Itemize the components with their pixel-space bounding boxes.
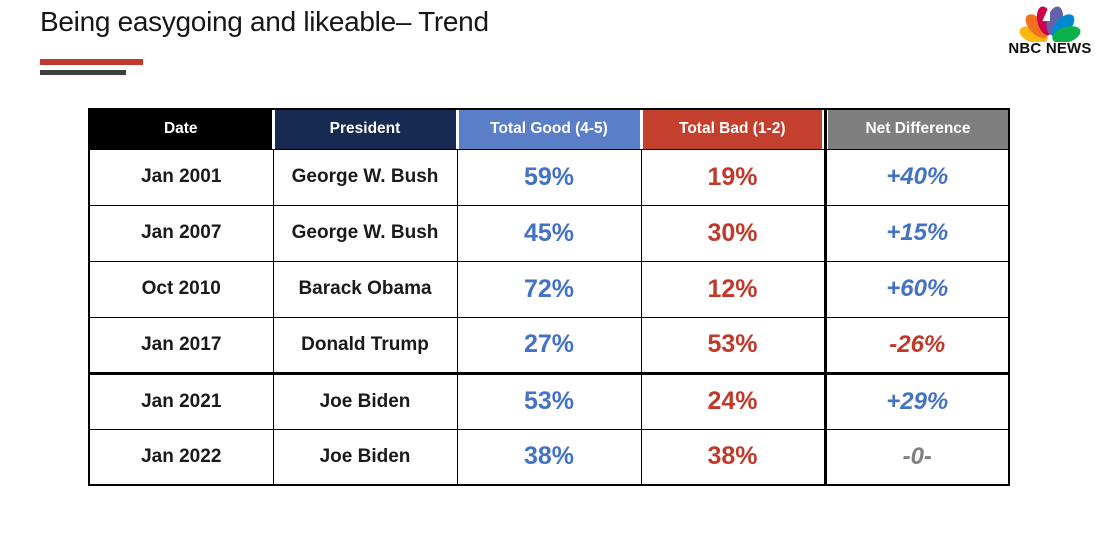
total-bad-cell: 12% — [640, 260, 826, 318]
president-cell: Joe Biden — [272, 371, 458, 430]
total-good-cell: 38% — [456, 428, 642, 486]
net-difference-cell: +29% — [823, 371, 1010, 430]
table-row: Jan 2001 George W. Bush 59% 19% +40% — [88, 148, 1010, 206]
total-good-cell: 59% — [456, 148, 642, 206]
title-underline-red-bar — [40, 59, 143, 65]
net-difference-cell: -0- — [823, 428, 1010, 486]
column-header-date: Date — [89, 109, 273, 150]
table-row: Jan 2007 George W. Bush 45% 30% +15% — [88, 204, 1010, 262]
net-difference-cell: +40% — [823, 148, 1010, 206]
total-good-cell: 53% — [456, 371, 642, 430]
nbc-peacock-icon — [1002, 2, 1098, 42]
column-header-total-good: Total Good (4-5) — [457, 109, 641, 150]
total-bad-cell: 24% — [640, 371, 826, 430]
president-cell: Barack Obama — [272, 260, 458, 318]
column-header-total-bad: Total Bad (1-2) — [641, 109, 825, 150]
net-difference-cell: -26% — [823, 316, 1010, 374]
total-good-cell: 27% — [456, 316, 642, 374]
date-cell: Oct 2010 — [88, 260, 274, 318]
title-underline-dark-bar — [40, 70, 126, 75]
table-row: Jan 2017 Donald Trump 27% 53% -26% — [88, 316, 1010, 374]
date-cell: Jan 2007 — [88, 204, 274, 262]
total-good-cell: 72% — [456, 260, 642, 318]
date-cell: Jan 2001 — [88, 148, 274, 206]
table-row: Oct 2010 Barack Obama 72% 12% +60% — [88, 260, 1010, 318]
date-cell: Jan 2021 — [88, 371, 274, 430]
nbc-news-logo: NBC NEWS — [1002, 2, 1098, 57]
column-header-president: President — [273, 109, 457, 150]
total-bad-cell: 38% — [640, 428, 826, 486]
president-cell: George W. Bush — [272, 204, 458, 262]
president-cell: Donald Trump — [272, 316, 458, 374]
president-cell: Joe Biden — [272, 428, 458, 486]
total-bad-cell: 19% — [640, 148, 826, 206]
total-bad-cell: 53% — [640, 316, 826, 374]
table-header-row: Date President Total Good (4-5) Total Ba… — [89, 109, 1009, 150]
president-cell: George W. Bush — [272, 148, 458, 206]
total-bad-cell: 30% — [640, 204, 826, 262]
table-row: Jan 2022 Joe Biden 38% 38% -0- — [88, 428, 1010, 486]
table-row: Jan 2021 Joe Biden 53% 24% +29% — [88, 371, 1010, 430]
net-difference-cell: +60% — [823, 260, 1010, 318]
page-title: Being easygoing and likeable– Trend — [40, 6, 489, 37]
column-header-net-difference: Net Difference — [823, 109, 1009, 150]
date-cell: Jan 2017 — [88, 316, 274, 374]
date-cell: Jan 2022 — [88, 428, 274, 486]
total-good-cell: 45% — [456, 204, 642, 262]
nbc-news-wordmark: NBC NEWS — [1008, 40, 1092, 57]
net-difference-cell: +15% — [823, 204, 1010, 262]
poll-trend-table: Date President Total Good (4-5) Total Ba… — [88, 108, 1010, 486]
